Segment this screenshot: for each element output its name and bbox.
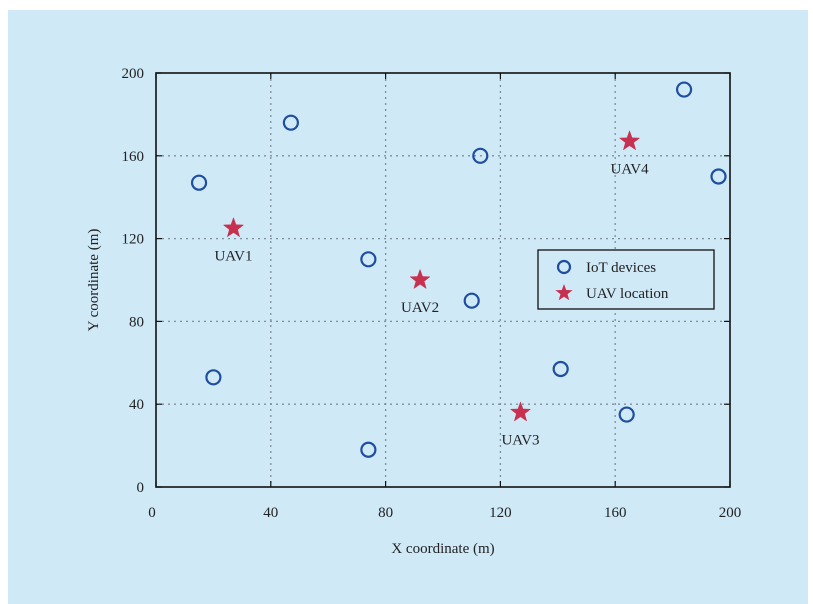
- uav-location-point: [222, 217, 245, 238]
- y-tick-label: 80: [129, 314, 144, 330]
- axis-ticks: 0 40 80 120 160 200 0 40 80 120 160 200: [122, 66, 742, 521]
- iot-device-point: [360, 441, 377, 458]
- iot-device-point: [472, 147, 489, 164]
- plot-frame: [155, 72, 731, 488]
- uav-label: UAV2: [401, 300, 439, 316]
- y-axis-label: Y coordinate (m): [86, 229, 102, 332]
- x-tick-label: 80: [378, 505, 393, 521]
- iot-device-point: [190, 174, 208, 191]
- iot-device-point: [710, 168, 727, 185]
- x-tick-label: 40: [263, 505, 278, 521]
- legend: IoT devices UAV location: [537, 249, 715, 310]
- uav-label: UAV4: [611, 161, 650, 177]
- iot-device-point: [360, 251, 377, 268]
- y-tick-label: 200: [122, 66, 145, 82]
- y-tick-label: 160: [122, 149, 145, 165]
- legend-marker-uav: [555, 284, 573, 301]
- x-tick-label: 0: [148, 505, 156, 521]
- x-tick-label: 120: [489, 505, 512, 521]
- x-tick-label: 200: [719, 505, 742, 521]
- iot-device-point: [675, 81, 693, 98]
- y-tick-label: 40: [129, 397, 144, 413]
- iot-device-point: [552, 360, 569, 378]
- legend-box: [537, 249, 715, 310]
- uav-location-point: [509, 401, 532, 422]
- iot-device-point: [463, 292, 480, 309]
- y-tick-label: 120: [122, 232, 145, 248]
- x-axis-label: X coordinate (m): [391, 541, 494, 557]
- data-points: [190, 81, 727, 458]
- plot-area: [155, 72, 731, 488]
- iot-device-point: [205, 369, 222, 386]
- iot-device-point: [282, 114, 299, 131]
- uav-label: UAV1: [214, 248, 252, 264]
- uav-location-point: [409, 268, 431, 290]
- annotations: UAV1 UAV2 UAV3 UAV4: [214, 161, 649, 448]
- legend-marker-iot: [556, 259, 572, 275]
- legend-label-uav: UAV location: [586, 286, 669, 302]
- uav-location-point: [618, 130, 641, 151]
- uav-label: UAV3: [501, 432, 539, 448]
- legend-label-iot: IoT devices: [586, 260, 656, 276]
- y-tick-label: 0: [137, 480, 145, 496]
- iot-device-point: [618, 406, 635, 423]
- x-tick-label: 160: [604, 505, 627, 521]
